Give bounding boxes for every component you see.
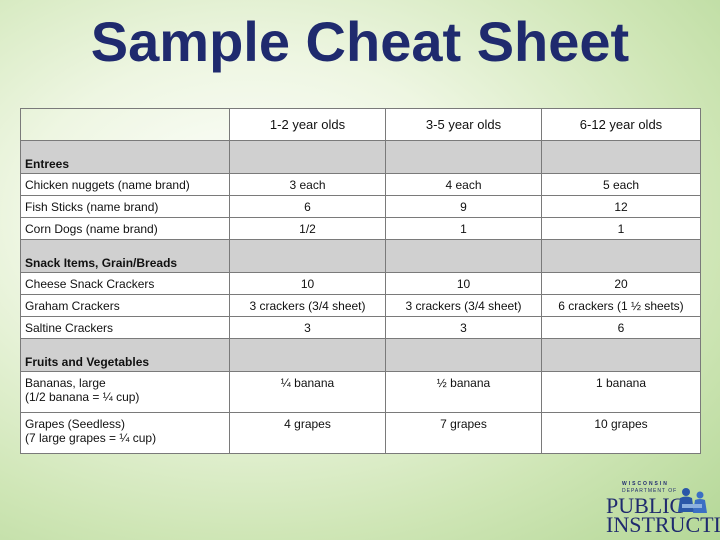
value-cell: 3 crackers (3/4 sheet)	[385, 294, 542, 317]
section-row: Snack Items, Grain/Breads	[20, 239, 701, 273]
value-cell: 3 crackers (3/4 sheet)	[229, 294, 386, 317]
item-line: (7 large grapes = ¼ cup)	[25, 431, 157, 445]
value-cell: 12	[541, 195, 701, 218]
table-row: Graham Crackers 3 crackers (3/4 sheet) 3 c…	[20, 294, 701, 317]
item-line: Graham Crackers	[25, 298, 120, 313]
section-blank-cell	[385, 239, 542, 273]
section-blank-cell	[541, 239, 701, 273]
item-cell: Grapes (Seedless) (7 large grapes = ¼ cup…	[20, 412, 230, 454]
value-cell: 9	[385, 195, 542, 218]
value-cell: 7 grapes	[385, 412, 542, 454]
section-blank-cell	[385, 140, 542, 174]
header-blank-cell	[20, 108, 230, 141]
table-row: Saltine Crackers 3 3 6	[20, 316, 701, 339]
value-cell: 6 crackers (1 ½ sheets)	[541, 294, 701, 317]
table-row: Cheese Snack Crackers 10 10 20	[20, 272, 701, 295]
value-cell: 1/2	[229, 217, 386, 240]
section-label: Fruits and Vegetables	[20, 338, 230, 372]
value-cell: 4 grapes	[229, 412, 386, 454]
item-cell: Chicken nuggets (name brand)	[20, 173, 230, 196]
section-label: Snack Items, Grain/Breads	[20, 239, 230, 273]
item-cell: Corn Dogs (name brand)	[20, 217, 230, 240]
section-blank-cell	[385, 338, 542, 372]
section-blank-cell	[229, 338, 386, 372]
header-row: 1-2 year olds 3-5 year olds 6-12 year ol…	[20, 108, 701, 141]
logo-line-1: PUBLIC	[606, 493, 685, 518]
logo-line-top: WISCONSIN	[622, 481, 669, 487]
value-cell: 3 each	[229, 173, 386, 196]
table-row: Grapes (Seedless) (7 large grapes = ¼ cup…	[20, 412, 701, 454]
section-blank-cell	[229, 140, 386, 174]
item-cell: Cheese Snack Crackers	[20, 272, 230, 295]
section-row: Fruits and Vegetables	[20, 338, 701, 372]
page-title: Sample Cheat Sheet	[90, 10, 630, 73]
value-cell: 4 each	[385, 173, 542, 196]
value-cell: 6	[541, 316, 701, 339]
item-line: Bananas, large	[25, 376, 106, 390]
value-cell: 1	[385, 217, 542, 240]
table-body: Entrees Chicken nuggets (name brand) 3 eac…	[20, 140, 701, 454]
value-cell: 6	[229, 195, 386, 218]
column-header-6-12: 6-12 year olds	[541, 108, 701, 141]
section-blank-cell	[541, 140, 701, 174]
logo-line-dept: DEPARTMENT OF	[622, 488, 678, 494]
item-line: Saltine Crackers	[25, 320, 114, 335]
column-header-3-5: 3-5 year olds	[385, 108, 542, 141]
table-row: Bananas, large (1/2 banana = ¼ cup) ¼ bana…	[20, 371, 701, 413]
value-cell: 20	[541, 272, 701, 295]
item-line: Cheese Snack Crackers	[25, 276, 155, 291]
table-row: Chicken nuggets (name brand) 3 each 4 each…	[20, 173, 701, 196]
table-row: Fish Sticks (name brand) 6 9 12	[20, 195, 701, 218]
item-line: Corn Dogs (name brand)	[25, 221, 158, 236]
item-line: Chicken nuggets (name brand)	[25, 177, 190, 192]
section-blank-cell	[541, 338, 701, 372]
value-cell: 5 each	[541, 173, 701, 196]
logo-line-2: INSTRUCTION	[606, 512, 720, 537]
value-cell: 3	[229, 316, 386, 339]
section-row: Entrees	[20, 140, 701, 174]
item-cell: Fish Sticks (name brand)	[20, 195, 230, 218]
item-line: (1/2 banana = ¼ cup)	[25, 390, 140, 404]
value-cell: 1	[541, 217, 701, 240]
column-header-1-2: 1-2 year olds	[229, 108, 386, 141]
value-cell: ¼ banana	[229, 371, 386, 413]
children-reading-icon	[678, 488, 707, 513]
item-line: Fish Sticks (name brand)	[25, 199, 159, 214]
value-cell: 10 grapes	[541, 412, 701, 454]
item-cell: Saltine Crackers	[20, 316, 230, 339]
table-row: Corn Dogs (name brand) 1/2 1 1	[20, 217, 701, 240]
dpi-logo: WISCONSIN DEPARTMENT OF PUBLIC INSTRUCTI…	[606, 480, 720, 537]
item-cell: Bananas, large (1/2 banana = ¼ cup)	[20, 371, 230, 413]
section-label: Entrees	[20, 140, 230, 174]
value-cell: 10	[385, 272, 542, 295]
item-line: Grapes (Seedless)	[25, 417, 126, 431]
cheat-sheet-table: 1-2 year olds 3-5 year olds 6-12 year ol…	[20, 108, 701, 454]
value-cell: 1 banana	[541, 371, 701, 413]
value-cell: 3	[385, 316, 542, 339]
section-blank-cell	[229, 239, 386, 273]
item-cell: Graham Crackers	[20, 294, 230, 317]
value-cell: ½ banana	[385, 371, 542, 413]
value-cell: 10	[229, 272, 386, 295]
